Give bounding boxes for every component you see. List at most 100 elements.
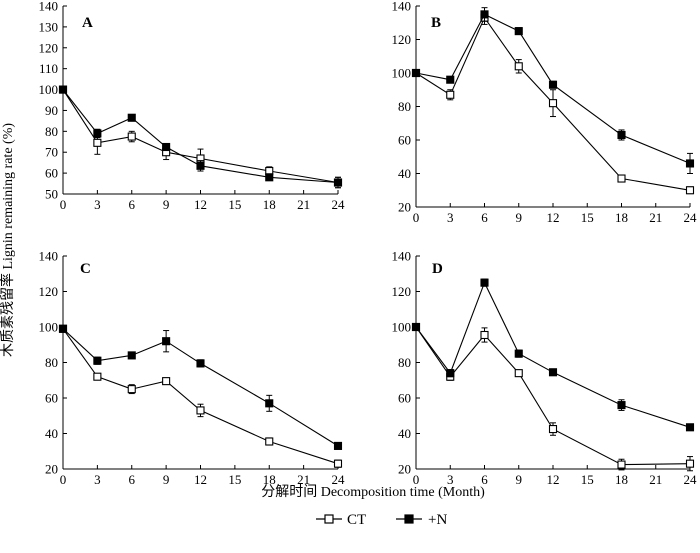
panel-c-series-n-point: [333, 441, 343, 450]
panel-d-series-ct-point: [480, 330, 489, 340]
panel-b-series-n-point: [617, 130, 626, 140]
panel-a-y-tick-label: 130: [39, 19, 59, 34]
panel-d-series-n-point: [514, 349, 523, 358]
panel-c-letter: C: [80, 261, 91, 277]
panel-d-series-n-point: [617, 401, 626, 410]
panel-d-x-tick-label: 15: [581, 472, 594, 487]
panel-a-series-n-point: [58, 85, 68, 94]
panel-a: 50 60 70 80 90 100 110 120 130 140 0 3 6 9 12 15 18 21 24 A: [39, 0, 346, 212]
panel-d-x-tick-label: 0: [413, 472, 420, 487]
panel-c-series-n-point: [265, 399, 274, 408]
panel-d-y-tick-label: 140: [392, 249, 412, 264]
panel-d-series-n-point: [446, 369, 455, 378]
legend-ct-label: CT: [347, 512, 366, 528]
panel-d-series-ct-point: [617, 460, 626, 469]
panel-a-y-tick-label: 100: [39, 82, 59, 97]
panel-b-x-tick-label: 18: [615, 210, 628, 225]
panel-c-x-tick-label: 12: [194, 472, 207, 487]
panel-c-series-ct-point: [162, 377, 171, 386]
panel-c-series-ct-point: [196, 406, 205, 415]
panel-c-y-tick-label: 140: [39, 249, 59, 264]
legend-ct-marker: [324, 514, 334, 524]
panel-d-y-tick-label: 20: [398, 462, 411, 477]
panel-d: 20 40 60 80 100 120 140 0 3 6 9 12 15 18 21 24 D: [392, 249, 698, 488]
panel-c-x-tick-label: 3: [94, 472, 101, 487]
panel-b-series-n-point: [411, 68, 421, 78]
panel-c-y-tick-label: 120: [39, 284, 59, 299]
panel-b-x-tick-label: 12: [547, 210, 560, 225]
panel-a-y-tick-label: 120: [39, 40, 59, 55]
panel-c: 20 40 60 80 100 120 140 0 3 6 9 12 15 18 21 24 C: [39, 249, 346, 488]
panel-b: 20 40 60 80 100 120 140 0 3 6 9 12 15 18 21 24 B: [392, 0, 698, 225]
panel-c-series-ct-point: [265, 437, 274, 446]
panel-d-x-tick-label: 3: [447, 472, 454, 487]
panel-d-x-tick-label: 21: [649, 472, 662, 487]
panel-c-series-ct-point: [127, 385, 136, 394]
panel-a-series-n-point: [127, 113, 136, 122]
panel-a-y-tick-label: 90: [45, 103, 58, 118]
panel-b-series-ct-point: [548, 99, 558, 108]
panel-a-x-tick-label: 9: [163, 197, 170, 212]
panel-a-y-tick-label: 50: [45, 187, 58, 202]
legend-n-marker: [404, 514, 414, 524]
panel-c-x-tick-label: 0: [60, 472, 67, 487]
panel-b-series-ct-point: [685, 186, 695, 195]
panel-c-series-ct-line: [62, 328, 339, 465]
panel-b-x-tick-label: 15: [581, 210, 594, 225]
panel-b-x-tick-label: 21: [649, 210, 662, 225]
panel-c-y-tick-label: 60: [45, 391, 58, 406]
panel-c-series-ct-point: [93, 372, 102, 381]
panel-a-series-n-point: [265, 173, 274, 182]
panel-c-series-n-point: [93, 356, 102, 365]
panel-a-y-tick-label: 80: [45, 124, 58, 139]
panel-c-series-n-line: [62, 328, 339, 447]
panel-a-series-n-point: [196, 161, 205, 170]
panel-a-x-tick-label: 3: [94, 197, 101, 212]
panel-a-series-ct-point: [127, 132, 136, 141]
panel-c-y-tick-label: 20: [45, 462, 58, 477]
panel-d-series-n-point: [685, 423, 695, 432]
panel-c-x-tick-label: 21: [297, 472, 310, 487]
panel-d-y-tick-label: 120: [392, 284, 412, 299]
panel-c-y-tick-label: 80: [45, 355, 58, 370]
panel-b-y-tick-label: 40: [398, 166, 411, 181]
panel-d-series-n-point: [548, 368, 558, 377]
panel-c-series-n-point: [127, 351, 136, 360]
panel-b-y-tick-label: 80: [398, 99, 411, 114]
panel-a-x-tick-label: 0: [60, 197, 67, 212]
panel-b-series-ct-point: [617, 174, 626, 183]
panel-a-y-tick-label: 110: [39, 61, 58, 76]
y-axis-title: 木质素残留率 Lignin remaining rate (%): [0, 123, 16, 357]
panel-b-series-n-point: [480, 10, 489, 19]
panel-c-series-n-point: [58, 324, 68, 333]
panel-d-series-ct-point: [548, 425, 558, 434]
panel-d-y-tick-label: 60: [398, 391, 411, 406]
panel-b-x-tick-label: 3: [447, 210, 454, 225]
panel-d-x-tick-label: 6: [481, 472, 488, 487]
panel-c-y-tick-label: 40: [45, 426, 58, 441]
panel-a-y-tick-label: 70: [45, 145, 58, 160]
legend: CT +N: [316, 512, 447, 528]
panel-a-y-tick-label: 140: [39, 0, 59, 14]
panel-d-y-tick-label: 80: [398, 355, 411, 370]
panel-b-y-tick-label: 100: [392, 66, 412, 81]
panel-b-y-tick-label: 20: [398, 200, 411, 215]
panel-d-y-tick-label: 100: [392, 320, 412, 335]
panel-d-y-tick-label: 40: [398, 426, 411, 441]
panel-c-x-tick-label: 15: [228, 472, 241, 487]
panel-a-x-tick-label: 12: [194, 197, 207, 212]
panel-b-x-tick-label: 0: [413, 210, 420, 225]
panel-d-series-n-line: [415, 281, 691, 428]
panel-b-series-n-line: [415, 13, 691, 164]
panel-d-series-ct-point: [685, 459, 695, 468]
panel-c-x-tick-label: 9: [163, 472, 170, 487]
panel-b-letter: B: [431, 15, 441, 31]
panel-d-letter: D: [432, 261, 443, 277]
panel-c-x-tick-label: 24: [332, 472, 346, 487]
panel-b-y-tick-label: 140: [392, 0, 412, 14]
panel-b-series-ct-point: [446, 90, 455, 99]
panel-d-x-tick-label: 24: [684, 472, 698, 487]
